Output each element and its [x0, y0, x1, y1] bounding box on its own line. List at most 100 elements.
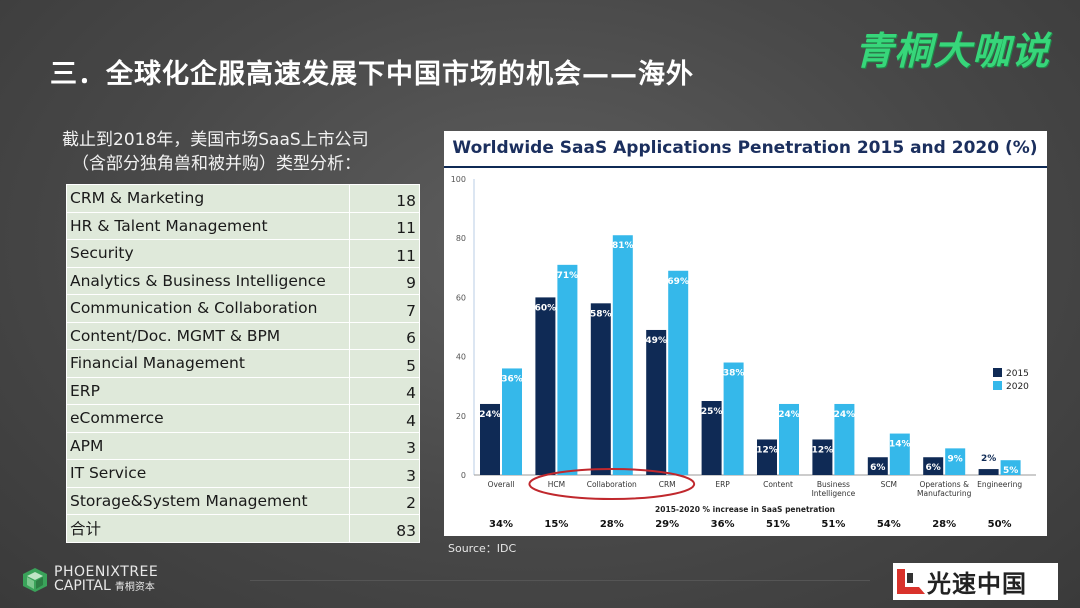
chart-panel: Worldwide SaaS Applications Penetration …	[444, 131, 1047, 536]
increase-value: 29%	[655, 519, 679, 530]
category-count: 18	[349, 184, 420, 213]
category-name: Financial Management	[66, 349, 350, 378]
bar-value-label: 81%	[612, 241, 634, 251]
bar-2015	[646, 329, 667, 475]
table-row: Security 11	[66, 239, 420, 268]
intro-text: 截止到2018年，美国市场SaaS上市公司 （含部分独角兽和被并购）类型分析：	[62, 128, 432, 176]
category-name: HR & Talent Management	[66, 211, 350, 240]
increase-value: 34%	[489, 519, 513, 530]
chart-source: Source：IDC	[448, 542, 517, 555]
category-name: Security	[66, 239, 350, 268]
category-label: CRM	[659, 480, 676, 489]
increase-value: 28%	[600, 519, 624, 530]
y-tick-label: 80	[456, 234, 466, 243]
y-tick-label: 0	[461, 471, 466, 480]
bar-2020	[668, 270, 689, 475]
category-count: 5	[349, 349, 420, 378]
bar-2020	[502, 368, 522, 475]
category-label: HCM	[548, 480, 565, 489]
category-name: APM	[66, 431, 350, 460]
table-row: APM 3	[66, 431, 420, 460]
bar-value-label: 69%	[667, 277, 689, 287]
bar-2015	[812, 439, 833, 475]
category-name: CRM & Marketing	[66, 184, 350, 213]
bar-value-label: 60%	[535, 303, 557, 313]
category-name: Content/Doc. MGMT & BPM	[66, 321, 350, 350]
bar-2020	[723, 362, 744, 475]
category-count: 4	[349, 404, 420, 433]
category-count: 2	[349, 486, 420, 515]
chart-title: Worldwide SaaS Applications Penetration …	[452, 138, 1037, 158]
category-name: Analytics & Business Intelligence	[66, 266, 350, 295]
bar-value-label: 25%	[701, 407, 723, 417]
phoenixtree-logo: PHOENIXTREE CAPITAL 青桐资本	[22, 565, 158, 595]
category-name: Communication & Collaboration	[66, 294, 350, 323]
phoenixtree-logo-icon	[22, 567, 48, 593]
bar-value-label: 36%	[501, 374, 523, 384]
table-row: CRM & Marketing 18	[66, 184, 420, 213]
legend-label: 2015	[1006, 369, 1029, 379]
table-row: Financial Management 5	[66, 349, 420, 378]
legend-swatch-2020	[993, 381, 1002, 390]
y-tick-label: 100	[451, 175, 466, 184]
bar-value-label: 12%	[812, 445, 834, 455]
bar-2015	[590, 303, 611, 475]
category-count: 7	[349, 294, 420, 323]
bar-value-label: 58%	[590, 309, 612, 319]
bar-2015	[757, 439, 777, 475]
phoenixtree-logo-line1: PHOENIXTREE	[54, 564, 159, 580]
table-row: 合计 83	[66, 514, 420, 543]
table-row: HR & Talent Management 11	[66, 211, 420, 240]
table-row: Analytics & Business Intelligence 9	[66, 266, 420, 295]
bar-2015	[923, 457, 944, 475]
phoenixtree-logo-cn: 青桐资本	[114, 582, 155, 593]
category-count: 4	[349, 376, 420, 405]
increase-value: 36%	[711, 519, 735, 530]
bar-2015	[701, 401, 722, 475]
bar-value-label: 14%	[889, 440, 911, 450]
y-tick-label: 60	[456, 293, 466, 302]
legend-swatch-2015	[993, 368, 1002, 377]
intro-line-2: （含部分独角兽和被并购）类型分析：	[72, 154, 361, 174]
bar-2020	[1000, 460, 1021, 475]
phoenixtree-logo-line2: CAPITAL	[54, 578, 111, 594]
bar-2020	[612, 235, 633, 475]
lightspeed-china-logo: 光速中国	[893, 563, 1058, 600]
table-row: eCommerce 4	[66, 404, 420, 433]
bar-2020	[834, 403, 855, 475]
bar-value-label: 6%	[870, 463, 885, 473]
bar-value-label: 9%	[948, 454, 963, 464]
category-count: 9	[349, 266, 420, 295]
divider	[250, 580, 870, 581]
bar-value-label: 5%	[1003, 466, 1018, 476]
category-name: 合计	[66, 514, 350, 543]
category-count: 83	[349, 514, 420, 543]
increase-value: 50%	[988, 519, 1012, 530]
bar-value-label: 24%	[479, 410, 501, 420]
bar-value-label: 38%	[723, 369, 745, 379]
category-name: ERP	[66, 376, 350, 405]
table-row: Content/Doc. MGMT & BPM 6	[66, 321, 420, 350]
slide-title: 三．全球化企服高速发展下中国市场的机会——海外	[50, 59, 694, 90]
bar-2020	[779, 403, 799, 475]
bar-value-label: 49%	[645, 336, 667, 346]
lightspeed-logo-text: 光速中国	[927, 570, 1027, 598]
bar-value-label: 24%	[778, 410, 800, 420]
category-label: Collaboration	[587, 480, 637, 489]
brand-logo: 青桐大咖说	[854, 29, 1050, 73]
bar-2020	[557, 264, 578, 475]
increase-value: 51%	[821, 519, 845, 530]
intro-line-1: 截止到2018年，美国市场SaaS上市公司	[62, 130, 369, 150]
category-label: Overall	[488, 480, 515, 489]
table-row: IT Service 3	[66, 459, 420, 488]
y-tick-label: 20	[456, 412, 466, 421]
category-label: Engineering	[977, 480, 1022, 489]
category-label: Business Intelligence	[812, 480, 856, 498]
category-count: 6	[349, 321, 420, 350]
increase-caption: 2015-2020 % increase in SaaS penetration	[655, 505, 835, 514]
category-count: 11	[349, 211, 420, 240]
category-count: 11	[349, 239, 420, 268]
category-count: 3	[349, 459, 420, 488]
table-row: Communication & Collaboration 7	[66, 294, 420, 323]
bar-2015	[867, 457, 888, 475]
